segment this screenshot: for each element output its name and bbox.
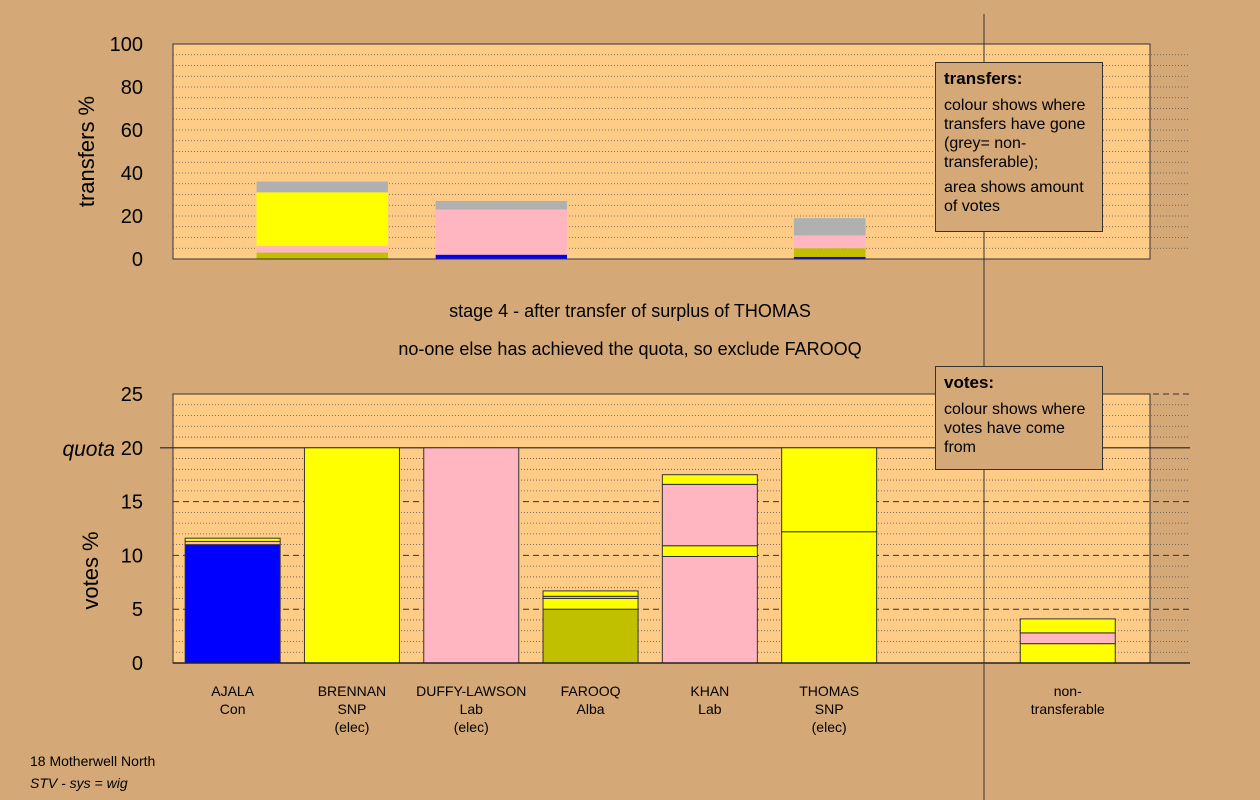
vote-bar-segment bbox=[1019, 643, 1116, 664]
candidate-label: (elec) bbox=[454, 719, 489, 735]
candidate-label: KHAN bbox=[690, 683, 729, 699]
candidate-label: SNP bbox=[338, 701, 367, 717]
transfer-bar-segment bbox=[256, 192, 388, 247]
vote-bar-segment bbox=[781, 447, 878, 533]
vote-bar-segment bbox=[184, 544, 281, 664]
vote-bar-segment bbox=[542, 590, 639, 597]
footer-constituency: 18 Motherwell North bbox=[30, 753, 156, 769]
candidate-label: transferable bbox=[1031, 701, 1105, 717]
transfer-bar-segment bbox=[256, 252, 388, 259]
stage-subtitle: no-one else has achieved the quota, so e… bbox=[398, 339, 862, 359]
transfers-legend: transfers: colour shows where transfers … bbox=[935, 62, 1103, 232]
stage-title: stage 4 - after transfer of surplus of T… bbox=[449, 301, 811, 321]
transfer-bar-segment bbox=[793, 248, 866, 257]
vote-bar-segment bbox=[1019, 632, 1116, 645]
transfer-bar-segment bbox=[435, 200, 568, 210]
vote-bar-segment bbox=[661, 474, 758, 485]
candidate-label: BRENNAN bbox=[318, 683, 386, 699]
votes-tick-label: 10 bbox=[121, 545, 143, 567]
votes-legend-title: votes: bbox=[944, 373, 995, 392]
candidate-label: (elec) bbox=[334, 719, 369, 735]
transfer-bar-segment bbox=[793, 235, 866, 249]
candidate-label: Con bbox=[220, 701, 246, 717]
footer-system: STV - sys = wig bbox=[30, 775, 128, 791]
votes-tick-label: 25 bbox=[121, 384, 143, 406]
vote-bar-segment bbox=[781, 531, 878, 664]
vote-bar-segment bbox=[661, 545, 758, 557]
vote-bar-segment bbox=[661, 483, 758, 547]
transfers-tick-label: 40 bbox=[121, 163, 143, 185]
votes-tick-label: 5 bbox=[132, 599, 143, 621]
transfers-tick-label: 20 bbox=[121, 206, 143, 228]
vote-bar-segment bbox=[423, 447, 520, 664]
transfer-bar-segment bbox=[793, 218, 866, 236]
votes-legend: votes: colour shows where votes have com… bbox=[935, 366, 1103, 470]
vote-bar-segment bbox=[661, 555, 758, 664]
votes-axis-label: votes % bbox=[78, 531, 103, 609]
vote-bar-segment bbox=[184, 537, 281, 542]
votes-tick-label: 20 bbox=[121, 438, 143, 460]
candidate-label: SNP bbox=[815, 701, 844, 717]
candidate-label: THOMAS bbox=[799, 683, 859, 699]
transfer-bar-segment bbox=[256, 246, 388, 253]
transfers-legend-area-text: area shows amount of votes bbox=[944, 179, 1084, 215]
transfers-legend-title: transfers: bbox=[944, 69, 1023, 88]
votes-tick-label: 0 bbox=[132, 653, 143, 675]
transfer-bar-segment bbox=[435, 254, 568, 259]
candidate-label: non- bbox=[1054, 683, 1082, 699]
vote-bar-segment bbox=[1019, 618, 1116, 634]
candidate-label: FAROOQ bbox=[561, 683, 621, 699]
transfers-tick-label: 0 bbox=[132, 249, 143, 271]
transfers-legend-text: colour shows where transfers have gone (… bbox=[944, 97, 1086, 171]
transfers-tick-label: 100 bbox=[110, 34, 143, 56]
candidate-label: DUFFY-LAWSON bbox=[416, 683, 526, 699]
transfers-tick-label: 80 bbox=[121, 77, 143, 99]
transfer-bar-segment bbox=[435, 209, 568, 255]
transfers-axis-label: transfers % bbox=[74, 96, 99, 207]
transfer-bar-segment bbox=[793, 256, 866, 259]
vote-bar-segment bbox=[542, 608, 639, 664]
candidate-label: Lab bbox=[698, 701, 722, 717]
vote-bar-segment bbox=[303, 447, 400, 664]
candidate-label: Lab bbox=[460, 701, 484, 717]
candidate-label: (elec) bbox=[812, 719, 847, 735]
candidate-label: AJALA bbox=[211, 683, 254, 699]
transfers-tick-label: 60 bbox=[121, 120, 143, 142]
votes-legend-text: colour shows where votes have come from bbox=[944, 401, 1086, 456]
quota-label: quota bbox=[62, 438, 115, 461]
vote-bar-segment bbox=[542, 597, 639, 610]
votes-tick-label: 15 bbox=[121, 492, 143, 514]
candidate-label: Alba bbox=[577, 701, 605, 717]
transfer-bar-segment bbox=[256, 181, 388, 193]
